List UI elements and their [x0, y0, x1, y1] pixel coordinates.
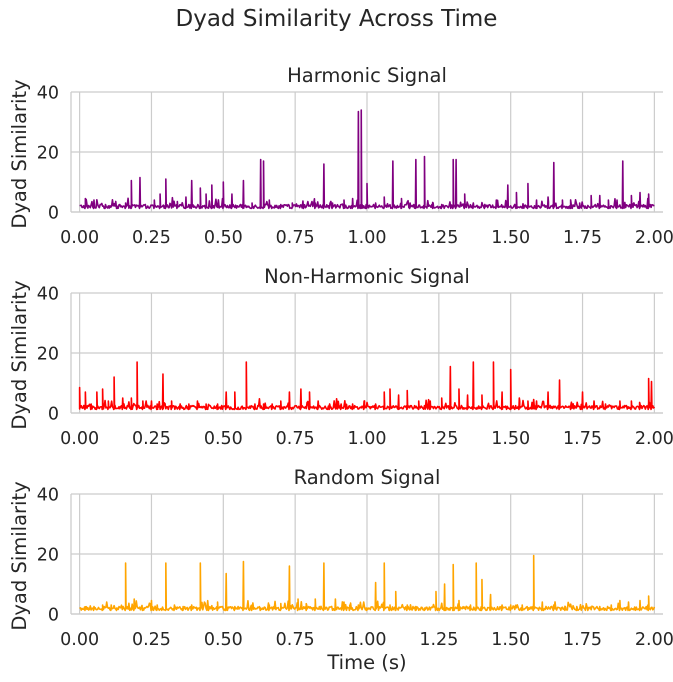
x-tick-label: 1.75	[563, 630, 602, 650]
series-line	[79, 554, 656, 612]
series-line	[78, 361, 656, 411]
x-tick-label: 1.25	[419, 429, 458, 449]
x-tick-label: 1.50	[491, 630, 530, 650]
x-tick-label: 0.75	[276, 228, 315, 248]
x-tick-label: 0.25	[132, 630, 171, 650]
y-tick-label: 0	[48, 204, 59, 224]
x-tick-label: 0.00	[60, 228, 99, 248]
x-tick-label: 1.50	[491, 429, 530, 449]
y-tick-label: 20	[37, 345, 59, 365]
panel-title: Harmonic Signal	[287, 64, 447, 87]
x-tick-label: 1.50	[491, 228, 530, 248]
x-tick-label: 1.25	[419, 228, 458, 248]
panel-title: Non-Harmonic Signal	[264, 265, 470, 288]
x-tick-label: 0.50	[204, 630, 243, 650]
y-axis-label: Dyad Similarity	[8, 79, 31, 228]
x-tick-label: 0.75	[276, 429, 315, 449]
x-tick-label: 2.00	[635, 630, 673, 650]
x-tick-label: 0.75	[276, 630, 315, 650]
x-axis-label: Time (s)	[326, 651, 406, 674]
panel-3: 0.00 0.25 0.50 0.75 1.00 1.25 1.50 1.75 2.00 0 20 4…	[8, 466, 673, 674]
x-tick-label: 1.00	[348, 429, 387, 449]
x-tick-label: 1.75	[563, 429, 602, 449]
x-tick-label: 0.25	[132, 429, 171, 449]
x-tick-label: 1.00	[348, 630, 387, 650]
x-tick-label: 0.25	[132, 228, 171, 248]
y-tick-label: 0	[48, 606, 59, 626]
y-axis-label: Dyad Similarity	[8, 280, 31, 429]
panel-1: 0.00 0.25 0.50 0.75 1.00 1.25 1.50 1.75 2.00 0 20 4…	[8, 64, 673, 248]
series-line	[79, 109, 655, 210]
x-tick-label: 0.50	[204, 429, 243, 449]
x-tick-label: 1.25	[419, 630, 458, 650]
y-tick-label: 20	[37, 144, 59, 164]
y-tick-label: 20	[37, 546, 59, 566]
x-tick-label: 1.75	[563, 228, 602, 248]
y-tick-label: 0	[48, 405, 59, 425]
y-tick-label: 40	[37, 486, 59, 506]
x-tick-label: 1.00	[348, 228, 387, 248]
x-tick-label: 0.00	[60, 429, 99, 449]
x-tick-label: 2.00	[635, 429, 673, 449]
figure-title: Dyad Similarity Across Time	[175, 6, 498, 32]
x-tick-label: 2.00	[635, 228, 673, 248]
y-tick-label: 40	[37, 84, 59, 104]
y-tick-label: 40	[37, 285, 59, 305]
panel-2: 0.00 0.25 0.50 0.75 1.00 1.25 1.50 1.75 2.00 0 20 4…	[8, 265, 673, 449]
y-axis-label: Dyad Similarity	[8, 481, 31, 630]
x-tick-label: 0.00	[60, 630, 99, 650]
x-tick-label: 0.50	[204, 228, 243, 248]
panel-title: Random Signal	[294, 466, 441, 489]
